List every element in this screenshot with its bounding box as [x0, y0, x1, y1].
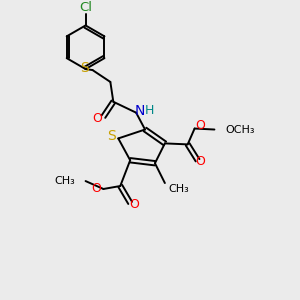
Text: OCH₃: OCH₃ [225, 124, 255, 134]
Text: O: O [92, 182, 101, 196]
Text: O: O [129, 198, 139, 211]
Text: S: S [107, 130, 116, 143]
Text: O: O [196, 119, 206, 132]
Text: S: S [80, 61, 89, 75]
Text: H: H [144, 104, 154, 117]
Text: N: N [135, 104, 145, 118]
Text: O: O [92, 112, 102, 125]
Text: O: O [196, 155, 206, 168]
Text: Cl: Cl [79, 1, 92, 14]
Text: CH₃: CH₃ [54, 176, 75, 186]
Text: CH₃: CH₃ [169, 184, 190, 194]
